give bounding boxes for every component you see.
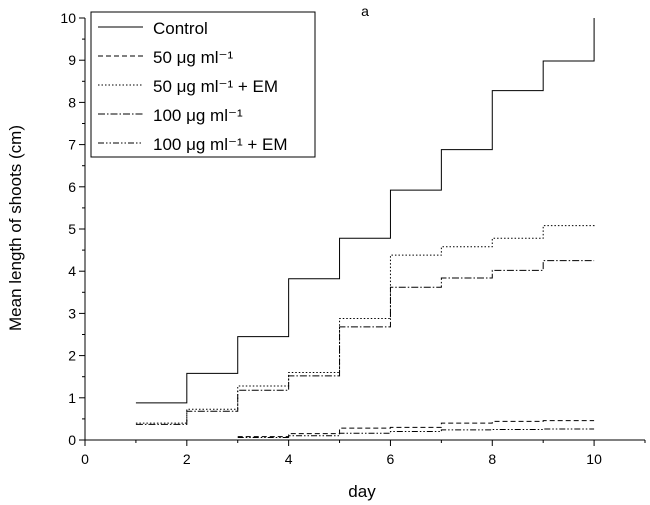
x-tick-label: 0 xyxy=(81,451,89,467)
y-tick-label: 6 xyxy=(68,179,76,195)
legend-label: 50 μg ml⁻¹ xyxy=(153,48,234,67)
axes: 0 2 4 6 8 10 0 1 2 3 4 5 6 7 8 9 10 xyxy=(60,10,646,467)
x-tick-label: 2 xyxy=(183,451,191,467)
legend-label: 100 μg ml⁻¹ xyxy=(153,106,243,125)
legend: Control 50 μg ml⁻¹ 50 μg ml⁻¹ + EM 100 μg m… xyxy=(90,11,316,158)
legend-label: 50 μg ml⁻¹ + EM xyxy=(153,77,278,96)
legend-box xyxy=(90,11,316,158)
legend-label: 100 μg ml⁻¹ + EM xyxy=(153,135,288,154)
y-tick-label: 2 xyxy=(68,348,76,364)
panel-label: a xyxy=(361,3,369,19)
y-tick-label: 10 xyxy=(60,10,76,26)
y-tick-label: 8 xyxy=(68,94,76,110)
y-tick-label: 1 xyxy=(68,390,76,406)
y-axis-title: Mean length of shoots (cm) xyxy=(6,125,25,331)
series-line-3 xyxy=(135,223,595,424)
y-tick-label: 3 xyxy=(68,305,76,321)
series-line-1 xyxy=(135,18,595,404)
x-axis-title: day xyxy=(348,482,376,501)
y-tick-label: 7 xyxy=(68,137,76,153)
y-tick-label: 9 xyxy=(68,52,76,68)
y-tick-label: 5 xyxy=(68,221,76,237)
y-tick-label: 4 xyxy=(68,263,76,279)
y-tick-label: 0 xyxy=(68,432,76,448)
series-line-4 xyxy=(135,260,595,425)
x-tick-label: 6 xyxy=(387,451,395,467)
series-line-2 xyxy=(237,420,595,438)
plot-area xyxy=(135,18,595,438)
series-line-5 xyxy=(237,428,595,438)
x-tick-label: 10 xyxy=(586,451,602,467)
legend-label: Control xyxy=(153,19,208,38)
x-tick-label: 4 xyxy=(285,451,293,467)
x-tick-label: 8 xyxy=(488,451,496,467)
